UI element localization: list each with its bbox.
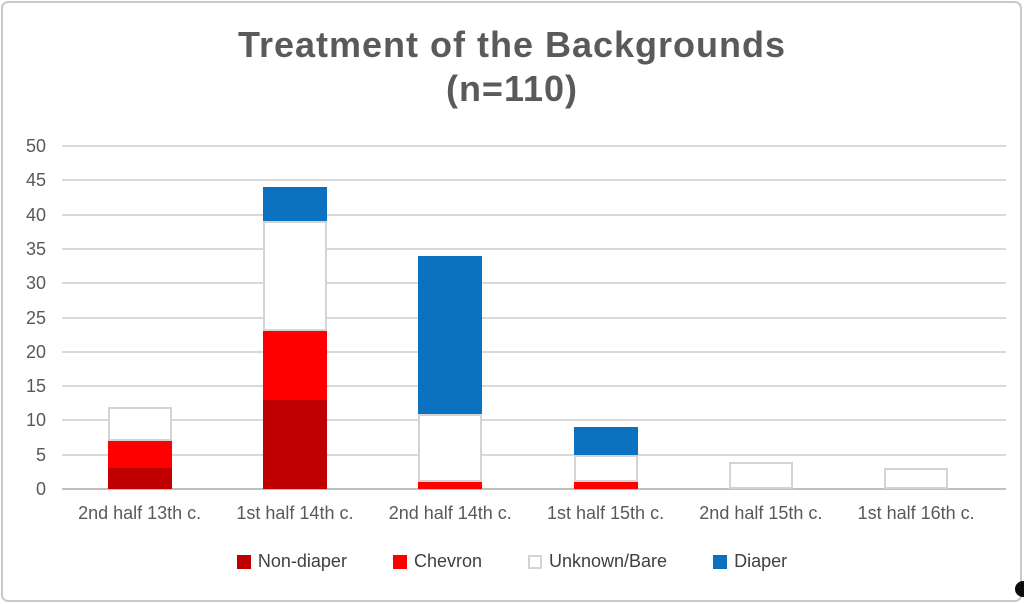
legend-item-unknown-bare: Unknown/Bare	[528, 551, 667, 572]
y-axis-tick-label-25: 25	[25, 307, 46, 328]
bar-segment-chevron-cat-4	[573, 482, 638, 489]
legend-item-diaper: Diaper	[713, 551, 787, 572]
x-axis-category-label-5: 2nd half 15th c.	[699, 503, 823, 523]
gridline-y-5	[62, 453, 1006, 456]
legend-label: Unknown/Bare	[549, 551, 668, 571]
y-axis-tick-label-20: 20	[25, 341, 46, 362]
gridline-y-30	[62, 282, 1006, 285]
y-axis-tick-label-50: 50	[25, 136, 46, 156]
x-axis-category-label-3: 2nd half 14th c.	[388, 503, 512, 523]
bar-segment-unknown-bare-cat-1	[107, 406, 172, 441]
bar-segment-diaper-cat-2	[262, 187, 327, 222]
legend-swatch-icon	[713, 554, 728, 569]
gridline-y-25	[62, 316, 1006, 319]
gridline-y-20	[62, 350, 1006, 353]
legend-swatch-icon	[528, 554, 542, 569]
chart-legend: Non-diaper Chevron Unknown/Bare Diaper	[0, 551, 1024, 572]
gridline-y-10	[62, 419, 1006, 422]
bar-segment-chevron-cat-2	[262, 331, 327, 400]
x-axis-category-label-6: 1st half 16th c.	[857, 503, 975, 523]
bar-segment-non-diaper-cat-1	[107, 468, 172, 489]
bar-segment-unknown-bare-cat-5	[728, 461, 793, 489]
legend-label: Non-diaper	[257, 551, 347, 571]
y-axis-tick-label-45: 45	[25, 170, 46, 191]
y-axis-tick-label-35: 35	[25, 238, 46, 259]
gridline-y-0	[62, 488, 1006, 490]
chart-title: Treatment of the Backgrounds (n=110)	[0, 24, 1024, 112]
gridline-y-50	[62, 145, 1006, 147]
legend-label: Diaper	[734, 551, 788, 571]
legend-item-non-diaper: Non-diaper	[236, 551, 347, 572]
y-axis-tick-label-5: 5	[35, 444, 46, 465]
bar-segment-non-diaper-cat-2	[262, 399, 327, 489]
y-axis-tick-label-15: 15	[25, 376, 46, 397]
bar-segment-unknown-bare-cat-6	[884, 468, 949, 489]
gridline-y-35	[62, 247, 1006, 250]
bar-segment-diaper-cat-4	[573, 427, 638, 455]
x-axis-category-label-2: 1st half 14th c.	[236, 503, 354, 523]
gridline-y-15	[62, 385, 1006, 388]
y-axis-tick-label-30: 30	[25, 273, 46, 294]
chart-title-line1: Treatment of the Backgrounds	[237, 24, 787, 65]
cursor-dot	[1015, 581, 1024, 597]
bar-segment-diaper-cat-3	[418, 255, 483, 414]
x-axis-category-label-4: 1st half 15th c.	[547, 503, 665, 523]
y-axis-tick-label-10: 10	[25, 410, 46, 431]
legend-swatch-icon	[236, 554, 251, 569]
legend-item-chevron: Chevron	[392, 551, 482, 572]
legend-label: Chevron	[413, 551, 482, 571]
x-axis-category-label-1: 2nd half 13th c.	[78, 503, 202, 523]
y-axis-tick-label-40: 40	[25, 204, 46, 225]
bar-segment-unknown-bare-cat-2	[262, 221, 327, 332]
bar-segment-unknown-bare-cat-4	[573, 454, 638, 483]
legend-swatch-icon	[392, 554, 407, 569]
bar-segment-chevron-cat-3	[418, 482, 483, 489]
bar-segment-unknown-bare-cat-3	[418, 413, 483, 483]
y-axis-tick-label-0: 0	[35, 479, 46, 499]
chart-title-line2: (n=110)	[445, 68, 579, 109]
gridline-y-45	[62, 179, 1006, 182]
gridline-y-40	[62, 213, 1006, 216]
bar-segment-chevron-cat-1	[107, 440, 172, 469]
